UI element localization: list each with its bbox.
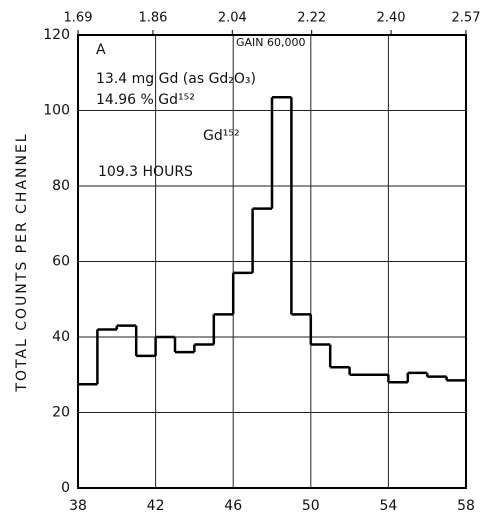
x-tick-label: 46 [224,498,242,514]
plot-frame [77,34,467,489]
annotation: A [96,42,106,58]
x2-tick-label: 2.57 [452,11,481,26]
y-tick-label: 80 [52,178,70,194]
x2-tick-label: 1.86 [138,11,167,26]
annotation: Gd¹⁵² [203,128,240,144]
x-tick-label: 54 [379,498,397,514]
x-tick-label: 50 [302,498,320,514]
y-axis-label: TOTAL COUNTS PER CHANNEL [14,132,30,392]
x2-tick-label: 2.04 [218,11,247,26]
annotation: 109.3 HOURS [98,164,193,180]
y-tick-label: 20 [52,405,70,421]
y-tick-label: 0 [61,480,70,496]
y-tick-label: 40 [52,329,70,345]
y-tick-label: 100 [43,103,70,119]
x-tick-label: 38 [69,498,87,514]
x2-tick-label: 1.69 [64,11,93,26]
x2-tick-label: 2.22 [297,11,326,26]
annotation: 13.4 mg Gd (as Gd₂O₃) [96,71,256,87]
y-tick-label: 60 [52,254,70,270]
x-tick-label: 58 [457,498,475,514]
annotation: GAIN 60,000 [236,36,306,49]
x2-tick-label: 2.40 [377,11,406,26]
annotation: 14.96 % Gd¹⁵² [96,92,195,108]
x-tick-label: 42 [147,498,165,514]
y-tick-label: 120 [43,27,70,43]
